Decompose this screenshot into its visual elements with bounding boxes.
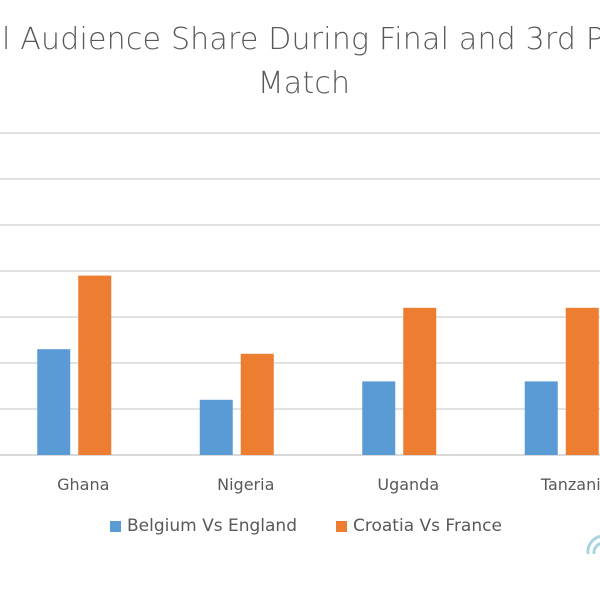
bar-croatia-vs-france-tanzani [565, 307, 599, 455]
bar-croatia-vs-france-nigeria [240, 353, 274, 455]
category-label: Ghana [57, 475, 109, 494]
bar-croatia-vs-france-ghana [78, 275, 112, 455]
watermark-wifi-icon [586, 534, 600, 555]
legend-label: Belgium Vs England [127, 516, 297, 536]
legend-swatch-blue [110, 520, 121, 532]
legend-item-croatia-vs-france: Croatia Vs France [336, 516, 502, 536]
legend-item-belgium-vs-england: Belgium Vs England [110, 516, 297, 536]
category-label: Nigeria [217, 475, 274, 494]
bar-belgium-vs-england-nigeria [199, 399, 233, 455]
category-label: Uganda [377, 475, 439, 494]
bar-croatia-vs-france-uganda [403, 307, 437, 455]
chart-title-line-1: l Audience Share During Final and 3rd P [2, 22, 600, 57]
bar-belgium-vs-england-ghana [37, 349, 71, 455]
chart-title-line-2: Match [257, 66, 351, 101]
legend-label: Croatia Vs France [353, 516, 502, 536]
category-label: Tanzani [540, 475, 600, 494]
legend-swatch-orange [336, 520, 347, 532]
bar-belgium-vs-england-tanzani [524, 381, 558, 455]
bar-belgium-vs-england-uganda [362, 381, 396, 455]
